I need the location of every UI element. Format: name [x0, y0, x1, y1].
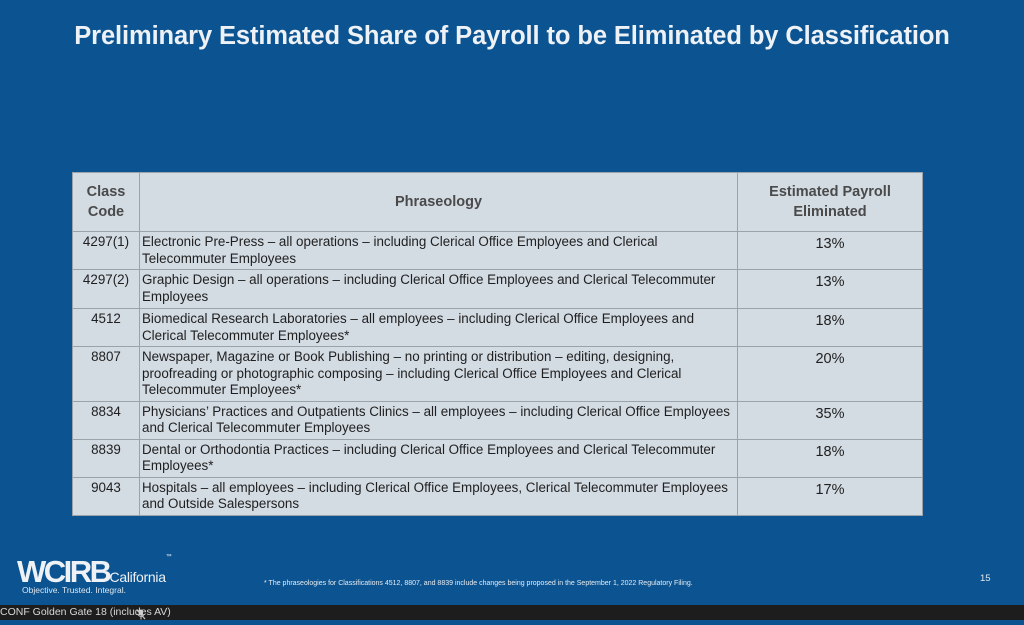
class-code: 9043	[72, 476, 140, 516]
phraseology: Dental or Orthodontia Practices – includ…	[139, 438, 738, 478]
room-label: CONF Golden Gate 18 (includes AV)	[0, 606, 171, 618]
header-class-code: Class Code	[72, 172, 140, 232]
slide: Preliminary Estimated Share of Payroll t…	[17, 22, 991, 595]
slide-title: Preliminary Estimated Share of Payroll t…	[74, 22, 950, 50]
table-header-row: Class Code Phraseology Estimated Payroll…	[72, 172, 923, 232]
wcirb-logo: WCIRBCalifornia ™ Objective. Trusted. Int…	[17, 554, 172, 595]
class-code: 4512	[72, 308, 140, 347]
estimated-payroll: 18%	[737, 308, 923, 347]
page-number: 15	[980, 573, 991, 584]
class-code: 8834	[72, 400, 140, 440]
logo-tagline: Objective. Trusted. Integral.	[22, 585, 126, 595]
table-row: 8834 Physicians’ Practices and Outpatien…	[72, 400, 923, 440]
estimated-payroll: 35%	[737, 400, 923, 440]
table-row: 4512 Biomedical Research Laboratories – …	[72, 308, 923, 347]
class-code: 8807	[72, 346, 140, 402]
class-code: 4297(2)	[72, 269, 140, 309]
table-row: 4297(1) Electronic Pre-Press – all opera…	[72, 231, 923, 270]
estimated-payroll: 20%	[737, 346, 923, 402]
table-row: 8807 Newspaper, Magazine or Book Publish…	[72, 346, 923, 402]
meeting-bottom-bar: CONF Golden Gate 18 (includes AV)	[0, 605, 1024, 620]
phraseology: Newspaper, Magazine or Book Publishing –…	[139, 346, 738, 402]
table-row: 8839 Dental or Orthodontia Practices – i…	[72, 438, 923, 478]
mic-muted-icon[interactable]	[136, 607, 146, 620]
phraseology: Physicians’ Practices and Outpatients Cl…	[139, 400, 738, 440]
logo-region: California	[109, 569, 166, 585]
header-estimated-payroll: Estimated Payroll Eliminated	[737, 172, 923, 232]
phraseology: Hospitals – all employees – including Cl…	[139, 476, 738, 516]
phraseology: Graphic Design – all operations – includ…	[139, 269, 738, 309]
logo-trademark: ™	[165, 554, 172, 560]
estimated-payroll: 18%	[737, 438, 923, 478]
estimated-payroll: 13%	[737, 269, 923, 309]
footnote: * The phraseologies for Classifications …	[264, 580, 693, 587]
estimated-payroll: 17%	[737, 476, 923, 516]
table-row: 9043 Hospitals – all employees – includi…	[72, 476, 923, 516]
class-code: 4297(1)	[72, 231, 140, 270]
phraseology: Biomedical Research Laboratories – all e…	[139, 308, 738, 347]
class-code: 8839	[72, 438, 140, 478]
classification-table: Class Code Phraseology Estimated Payroll…	[72, 172, 923, 516]
estimated-payroll: 13%	[737, 231, 923, 270]
phraseology: Electronic Pre-Press – all operations – …	[139, 231, 738, 270]
table-row: 4297(2) Graphic Design – all operations …	[72, 269, 923, 309]
logo-wordmark: WCIRB	[17, 554, 112, 589]
header-phraseology: Phraseology	[139, 172, 738, 232]
